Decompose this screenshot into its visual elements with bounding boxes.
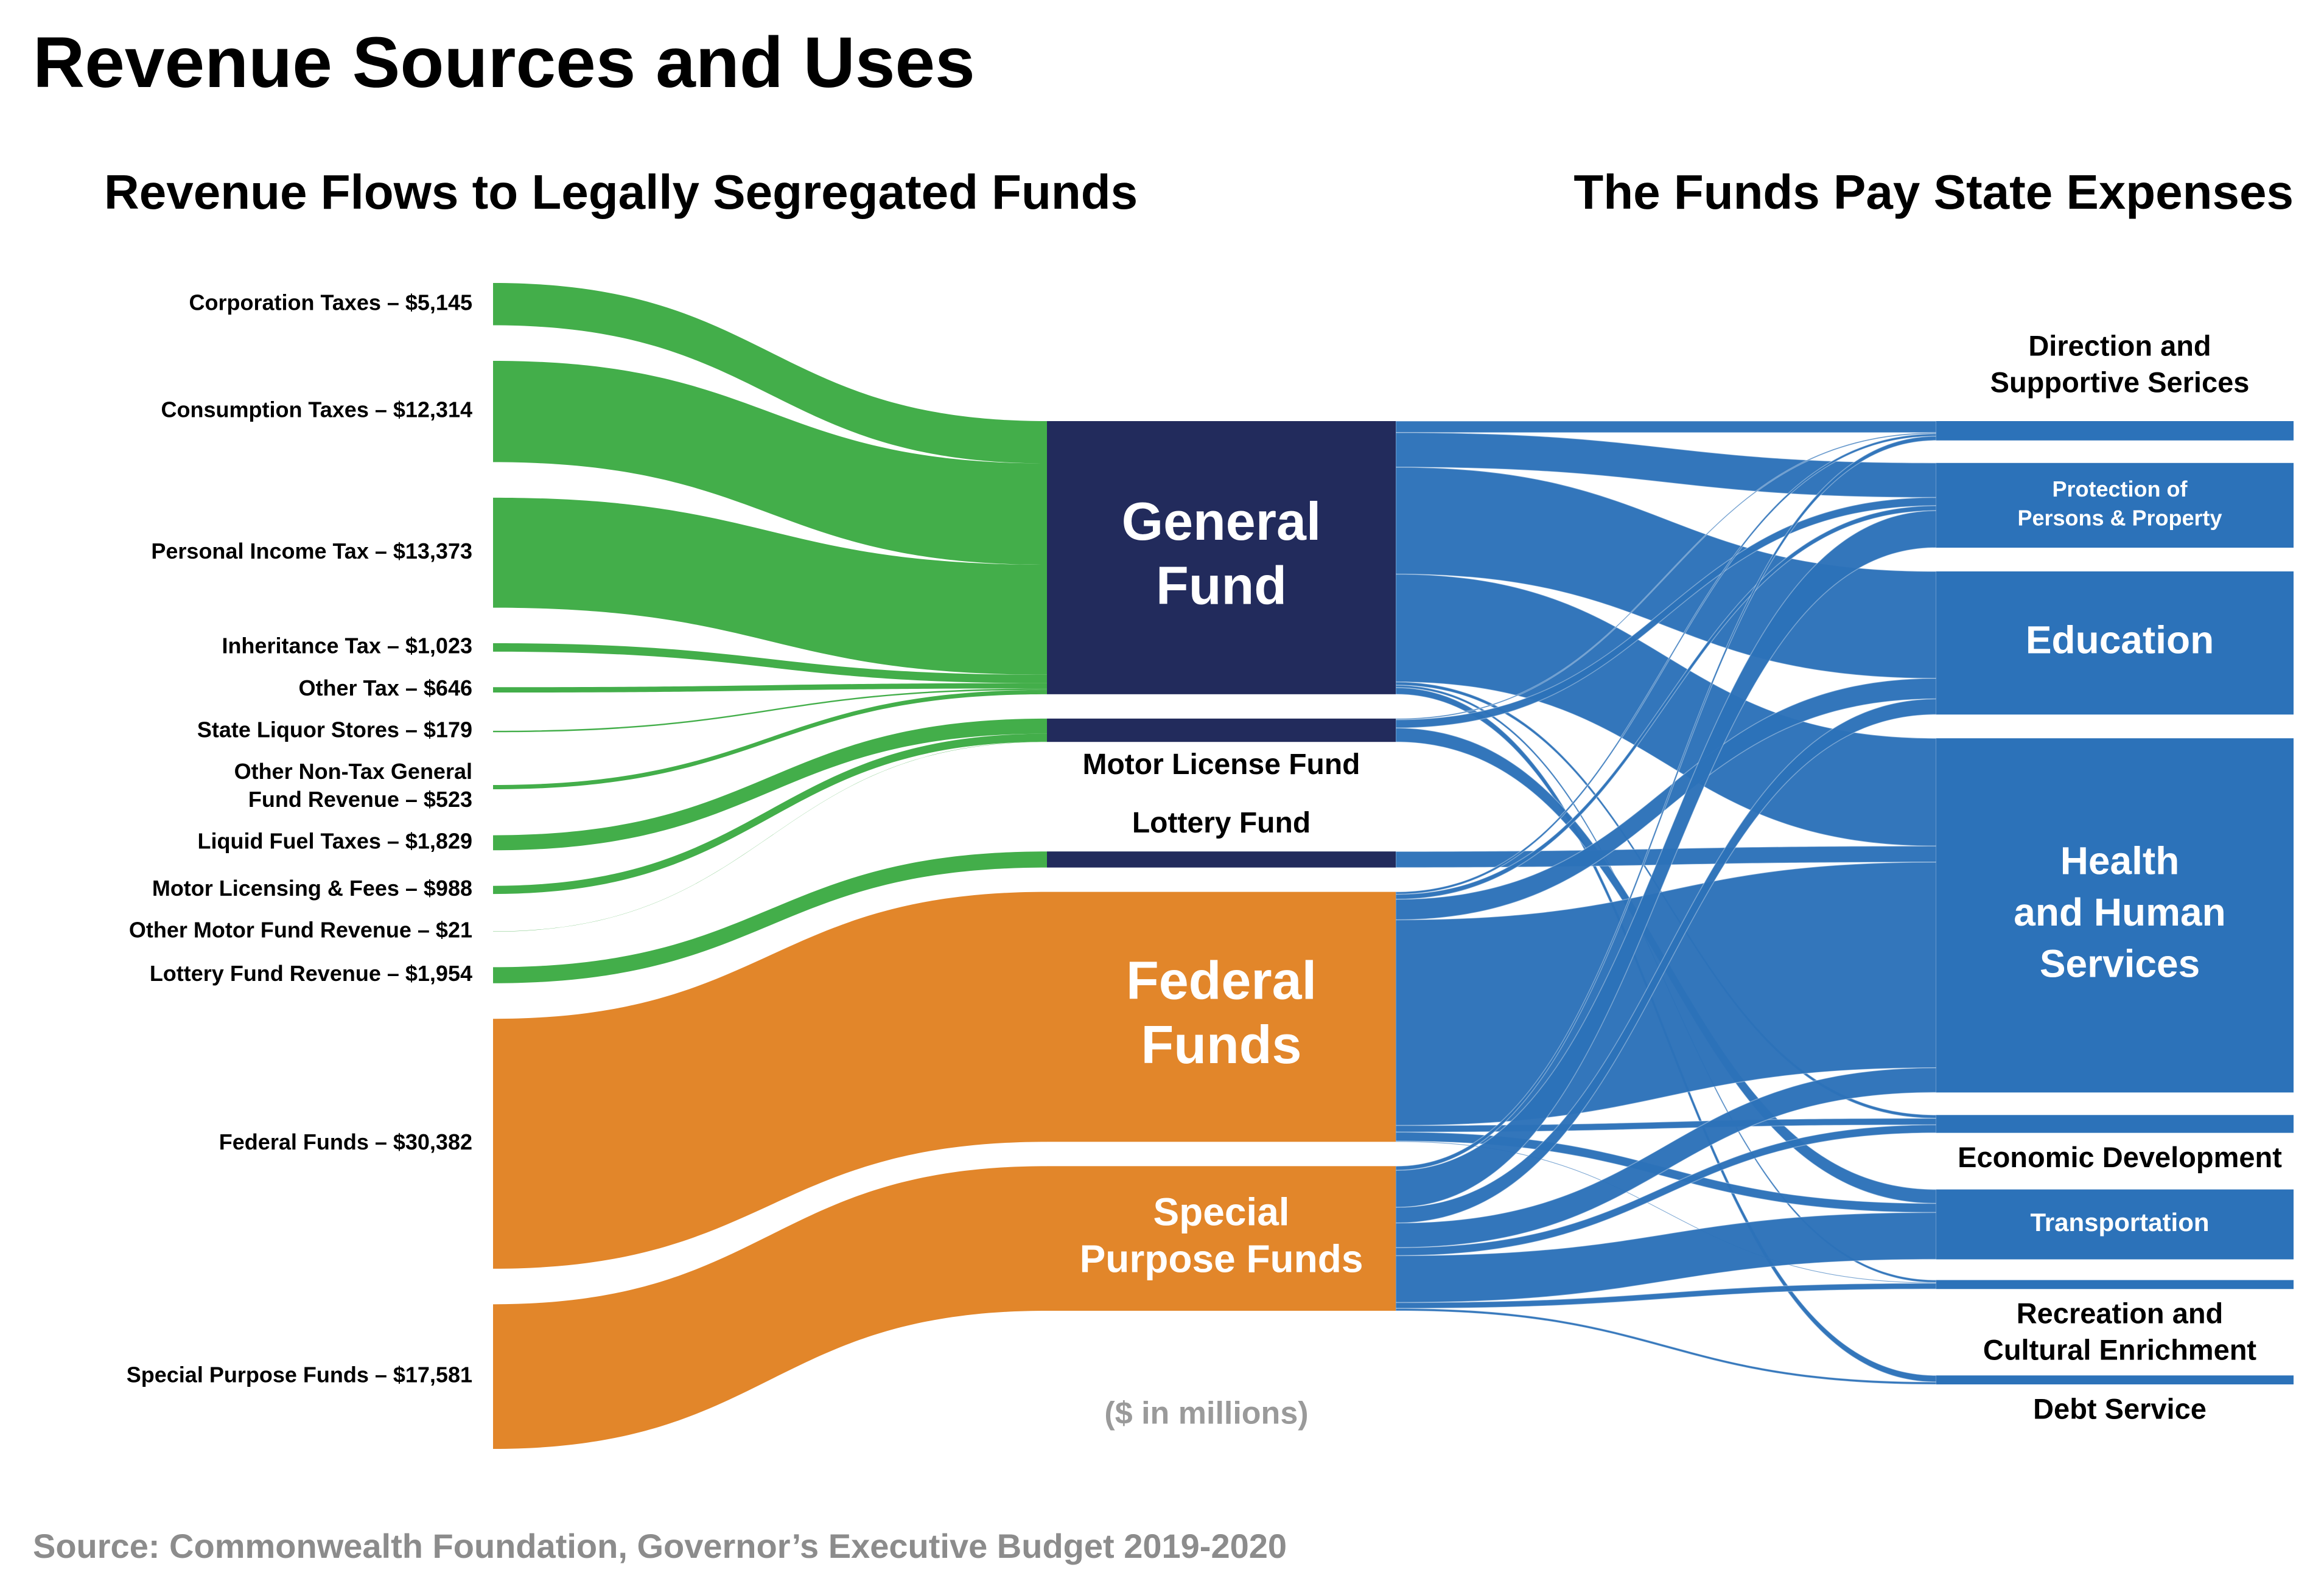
- use-flow: [1395, 1124, 1937, 1257]
- fund-box: [1047, 718, 1396, 742]
- source-flow: [493, 643, 1047, 683]
- source-label: Other Non-Tax General: [234, 759, 472, 784]
- source-label: Consumption Taxes – $12,314: [161, 397, 472, 422]
- fund-label: Funds: [1141, 1014, 1302, 1075]
- chart-title: Revenue Sources and Uses: [33, 23, 975, 103]
- use-flow: [1395, 436, 1937, 1171]
- source-label: Fund Revenue – $523: [248, 787, 472, 812]
- use-bar: [1936, 1115, 2294, 1133]
- source-flow: [493, 688, 1047, 733]
- fund-box: [1047, 1166, 1396, 1311]
- fund-label: Motor License Fund: [1083, 748, 1360, 781]
- source-label: Motor Licensing & Fees – $988: [152, 876, 472, 901]
- source-label: Special Purpose Funds – $17,581: [127, 1362, 472, 1387]
- source-flow: [493, 851, 1047, 983]
- use-label: Economic Development: [1958, 1141, 2282, 1173]
- use-label: Health: [2060, 839, 2180, 883]
- use-flow: [1395, 420, 1937, 433]
- fund-box: [1047, 851, 1396, 868]
- fund-label: Fund: [1156, 555, 1287, 615]
- use-label: Protection of: [2053, 476, 2188, 501]
- source-flow: [493, 741, 1047, 932]
- use-bar: [1936, 421, 2294, 441]
- use-bar: [1936, 1375, 2294, 1384]
- source-flow: [493, 689, 1047, 790]
- fund-label: Special: [1153, 1190, 1289, 1234]
- source-flow: [493, 718, 1047, 851]
- source-note: Source: Commonwealth Foundation, Governo…: [33, 1527, 1287, 1565]
- use-flow: [1395, 1282, 1937, 1309]
- source-label: Inheritance Tax – $1,023: [222, 633, 472, 658]
- right-subtitle: The Funds Pay State Expenses: [1573, 165, 2294, 219]
- source-flow: [493, 891, 1047, 1269]
- fund-label: Purpose Funds: [1080, 1237, 1363, 1280]
- fund-box: [1047, 421, 1396, 694]
- source-flow: [493, 497, 1047, 675]
- use-label: Transportation: [2030, 1208, 2209, 1237]
- use-label: Education: [2026, 618, 2214, 662]
- source-label: State Liquor Stores – $179: [197, 717, 472, 742]
- use-bar: [1936, 1189, 2294, 1260]
- use-label: Persons & Property: [2017, 506, 2222, 531]
- use-flow: [1395, 1308, 1937, 1385]
- source-label: Personal Income Tax – $13,373: [151, 539, 472, 563]
- fund-label: Lottery Fund: [1132, 807, 1311, 839]
- fund-label: General: [1122, 491, 1321, 551]
- source-label: Other Motor Fund Revenue – $21: [129, 917, 472, 942]
- source-label: Liquid Fuel Taxes – $1,829: [197, 828, 472, 853]
- source-flow: [493, 1166, 1047, 1449]
- source-flow: [493, 683, 1047, 693]
- use-label: Services: [2040, 942, 2200, 986]
- source-label: Lottery Fund Revenue – $1,954: [150, 961, 472, 986]
- use-bar: [1936, 1280, 2294, 1289]
- use-flow: [1395, 510, 1937, 1208]
- use-label: Recreation and: [2017, 1297, 2224, 1330]
- use-bar: [1936, 462, 2294, 548]
- use-label: Debt Service: [2033, 1392, 2207, 1425]
- left-subtitle: Revenue Flows to Legally Segregated Fund…: [104, 165, 1138, 219]
- fund-box: [1047, 891, 1396, 1142]
- use-bar: [1936, 738, 2294, 1093]
- unit-note: ($ in millions): [1104, 1396, 1308, 1431]
- fund-label: Federal: [1126, 950, 1317, 1010]
- source-label: Corporation Taxes – $5,145: [189, 290, 472, 315]
- source-flow: [493, 283, 1047, 464]
- source-label: Other Tax – $646: [299, 675, 473, 700]
- use-bar: [1936, 571, 2294, 715]
- use-label: Supportive Serices: [1990, 366, 2250, 398]
- use-label: Cultural Enrichment: [1983, 1334, 2257, 1366]
- use-label: Direction and: [2028, 329, 2211, 361]
- use-label: and Human: [2014, 890, 2225, 934]
- source-flow: [493, 733, 1047, 895]
- source-label: Federal Funds – $30,382: [219, 1129, 472, 1154]
- source-flow: [493, 360, 1047, 565]
